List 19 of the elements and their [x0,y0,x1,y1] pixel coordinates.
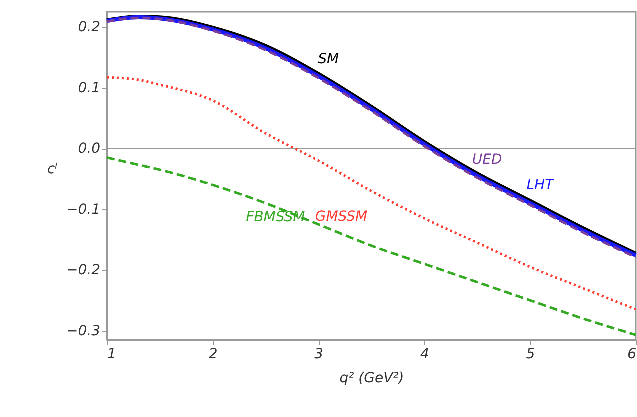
x-tick-label: 3 [314,346,324,362]
y-tick-label: 0.2 [78,20,101,36]
y-tick-label: 0.1 [78,80,100,96]
x-tick-label: 5 [526,346,536,362]
x-tick-label: 6 [628,346,637,362]
y-tick-label: −0.2 [66,262,101,279]
x-tick-label: 4 [420,346,430,362]
y-axis-title: cˡ [47,162,58,178]
x-tick-label: 1 [108,346,116,362]
series-label: FBMSSM [246,209,306,226]
series-label: LHT [526,177,556,194]
series-label: UED [472,152,502,168]
x-axis-title: q² (GeV²) [340,370,404,386]
y-tick-label: −0.1 [66,202,100,218]
series-label: GMSSM [315,209,368,226]
y-tick-label: −0.3 [66,323,100,340]
series-label: SM [318,51,340,68]
x-tick-label: 2 [208,346,218,362]
y-tick-label: 0.0 [78,141,101,158]
